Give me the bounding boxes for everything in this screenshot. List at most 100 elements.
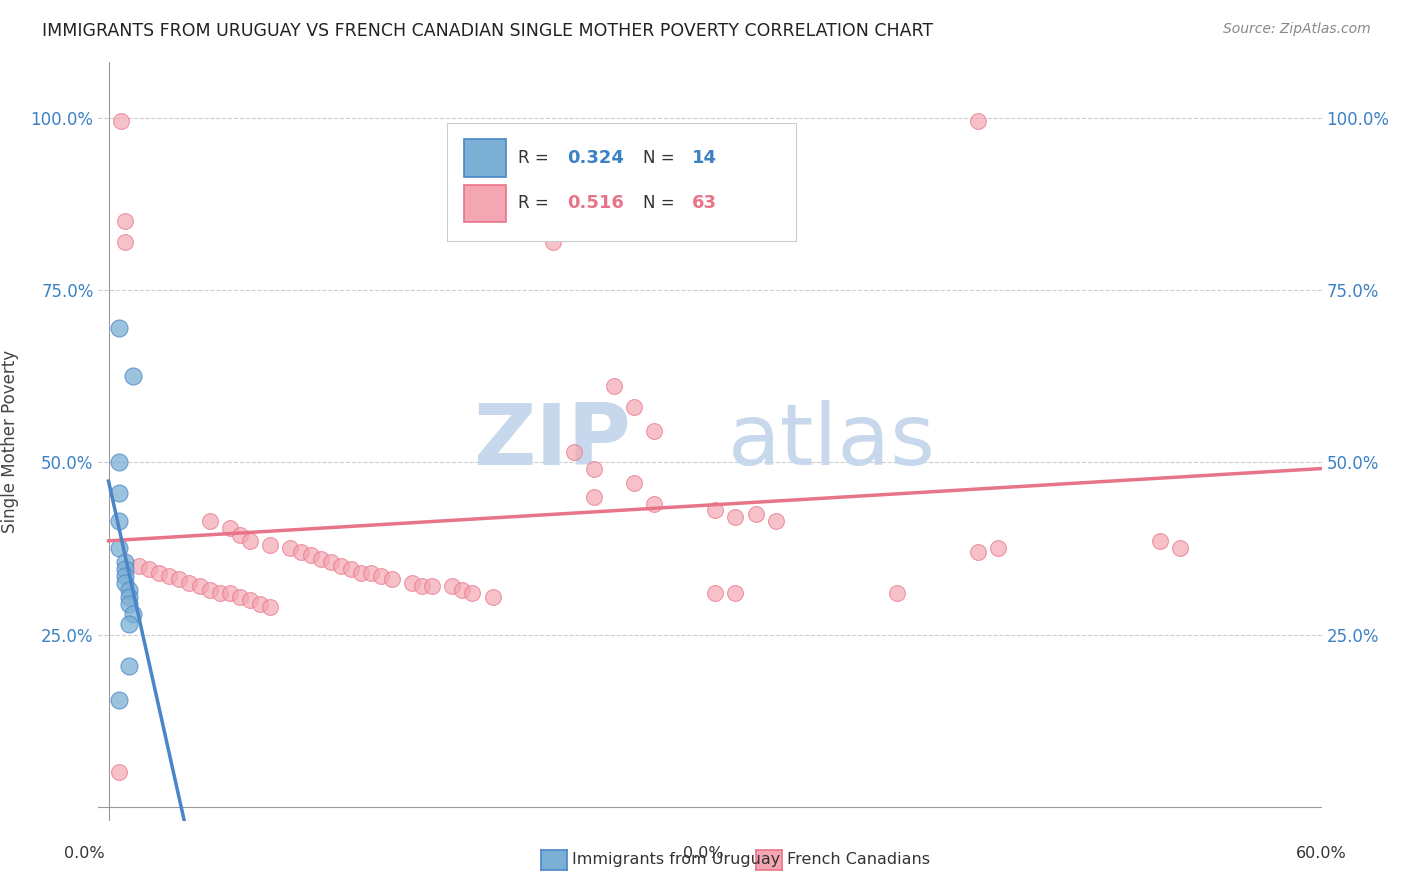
Text: N =: N = [643,149,679,167]
Text: Immigrants from Uruguay: Immigrants from Uruguay [572,853,780,867]
Point [420,579,443,593]
Point [107,321,129,335]
Text: ZIP: ZIP [472,400,630,483]
Y-axis label: Single Mother Poverty: Single Mother Poverty [1,350,20,533]
Point [259,538,281,552]
Point [967,114,990,128]
Point [643,424,665,438]
Point [411,579,433,593]
Point [259,599,281,614]
Text: French Canadians: French Canadians [787,853,931,867]
Point [451,582,474,597]
Point [107,514,129,528]
Point [118,582,141,597]
Point [148,566,170,580]
Point [229,590,252,604]
Point [114,214,136,228]
Point [724,586,747,600]
Point [169,573,191,587]
Point [138,562,160,576]
FancyBboxPatch shape [464,185,506,222]
Text: 0.324: 0.324 [567,149,624,167]
Text: 63: 63 [692,194,717,212]
Point [543,235,565,249]
Point [319,555,342,569]
Point [128,558,150,573]
Point [401,575,423,590]
Point [118,617,141,632]
Point [623,400,645,414]
Point [239,593,262,607]
Point [370,569,392,583]
Text: atlas: atlas [728,400,936,483]
Text: 14: 14 [692,149,717,167]
Point [724,510,747,524]
Text: 0.0%: 0.0% [65,847,104,861]
Point [704,586,727,600]
Point [441,579,464,593]
Point [280,541,302,556]
Point [121,369,143,384]
Text: 60.0%: 60.0% [1296,847,1347,861]
Text: 0.516: 0.516 [567,194,624,212]
Point [107,693,129,707]
Point [623,475,645,490]
Point [643,497,665,511]
Point [118,590,141,604]
Point [218,521,240,535]
Point [198,582,221,597]
Point [107,486,129,500]
Point [157,569,180,583]
Point [107,455,129,469]
Point [582,490,605,504]
Point [967,545,990,559]
Point [114,562,136,576]
Point [290,545,312,559]
FancyBboxPatch shape [464,139,506,177]
Point [522,200,544,214]
Point [121,607,143,621]
Point [208,586,231,600]
Point [118,658,141,673]
Point [299,548,322,563]
Point [239,534,262,549]
FancyBboxPatch shape [447,123,796,241]
Point [114,555,136,569]
Point [886,586,908,600]
Point [107,541,129,556]
Point [582,462,605,476]
Text: R =: R = [517,149,554,167]
Point [340,562,363,576]
Point [198,514,221,528]
Point [987,541,1010,556]
Text: 0.0%: 0.0% [683,847,723,861]
Point [1168,541,1191,556]
Point [704,503,727,517]
Point [330,558,353,573]
Point [118,597,141,611]
Point [188,579,211,593]
Point [461,586,484,600]
Text: IMMIGRANTS FROM URUGUAY VS FRENCH CANADIAN SINGLE MOTHER POVERTY CORRELATION CHA: IMMIGRANTS FROM URUGUAY VS FRENCH CANADI… [42,22,934,40]
Text: R =: R = [517,194,554,212]
Point [114,235,136,249]
Point [114,569,136,583]
Point [229,527,252,541]
Point [107,765,129,780]
Point [744,507,766,521]
Point [110,114,132,128]
Point [309,551,332,566]
Text: N =: N = [643,194,679,212]
Point [249,597,271,611]
Point [765,514,787,528]
Point [603,379,626,393]
Text: Source: ZipAtlas.com: Source: ZipAtlas.com [1223,22,1371,37]
Point [179,575,201,590]
Point [350,566,373,580]
Point [381,573,404,587]
Point [360,566,382,580]
Point [114,575,136,590]
Point [1149,534,1171,549]
Point [218,586,240,600]
Point [562,445,585,459]
